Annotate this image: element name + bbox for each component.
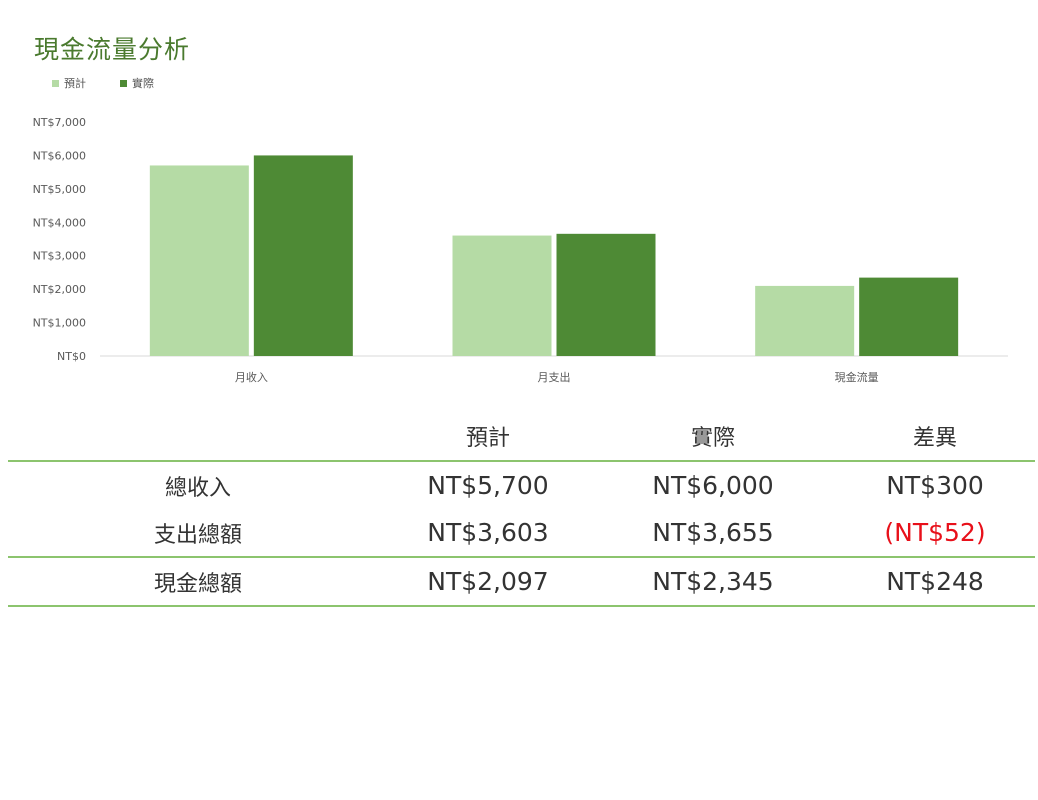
bar-budget (452, 235, 552, 356)
table-rule-top (8, 460, 1035, 462)
y-tick-label: NT$7,000 (33, 116, 86, 129)
bar-actual (556, 233, 656, 356)
row-label-total-expenses: 支出總額 (153, 522, 242, 548)
bar-chart: NT$0 NT$1,000 NT$2,000 NT$3,000 NT$4,000 NT$5… (33, 116, 1008, 384)
total-cash-budget: NT$2,097 (427, 567, 549, 596)
bar-budget (755, 285, 855, 356)
y-tick-label: NT$2,000 (33, 283, 86, 296)
table-rule-bottom (8, 605, 1035, 607)
total-cash-difference: NT$248 (886, 567, 984, 596)
y-tick-label: NT$4,000 (33, 216, 86, 229)
y-tick-label: NT$6,000 (33, 149, 86, 162)
x-tick-label: 月收入 (235, 370, 268, 384)
y-tick-label: NT$1,000 (33, 317, 86, 330)
legend-item-budget: 預計 (52, 75, 86, 91)
table-row: 總收入 NT$5,700 NT$6,000 NT$300 (8, 462, 1035, 509)
legend-swatch-budget (52, 79, 59, 87)
bar-actual (253, 155, 353, 356)
y-tick-label: NT$0 (57, 350, 86, 363)
x-tick-label: 現金流量 (835, 370, 879, 384)
total-expenses-actual: NT$3,655 (652, 518, 774, 547)
legend-swatch-actual (120, 79, 127, 87)
header-difference: 差異 (912, 426, 957, 451)
legend-label-budget: 預計 (64, 77, 86, 90)
bar-actual (859, 277, 959, 356)
total-income-budget: NT$5,700 (427, 471, 549, 500)
table-header-row: 預計 實際 差異 (8, 412, 1035, 460)
y-tick-label: NT$5,000 (33, 183, 86, 196)
total-expenses-budget: NT$3,603 (427, 518, 549, 547)
total-income-difference: NT$300 (886, 471, 984, 500)
total-expenses-difference: (NT$52) (884, 518, 986, 547)
y-tick-label: NT$3,000 (33, 250, 86, 263)
row-label-total-income: 總收入 (164, 475, 231, 501)
table-row: 支出總額 NT$3,603 NT$3,655 (NT$52) (8, 509, 1035, 556)
table-row: 現金總額 NT$2,097 NT$2,345 NT$248 (8, 558, 1035, 605)
table-rule-middle (8, 556, 1035, 558)
total-income-actual: NT$6,000 (652, 471, 774, 500)
chart-title: 現金流量分析 (34, 35, 191, 64)
total-cash-actual: NT$2,345 (652, 567, 774, 596)
legend-label-actual: 實際 (132, 77, 154, 90)
x-tick-label: 月支出 (538, 370, 571, 384)
summary-table: 預計 實際 差異 總收入 NT$5,700 NT$6,000 NT$300 支出… (8, 412, 1035, 607)
header-actual: 實際 (690, 426, 735, 451)
bar-budget (149, 165, 249, 356)
legend-item-actual: 實際 (120, 75, 154, 91)
row-label-total-cash: 現金總額 (153, 571, 242, 597)
header-budget: 預計 (465, 426, 510, 451)
